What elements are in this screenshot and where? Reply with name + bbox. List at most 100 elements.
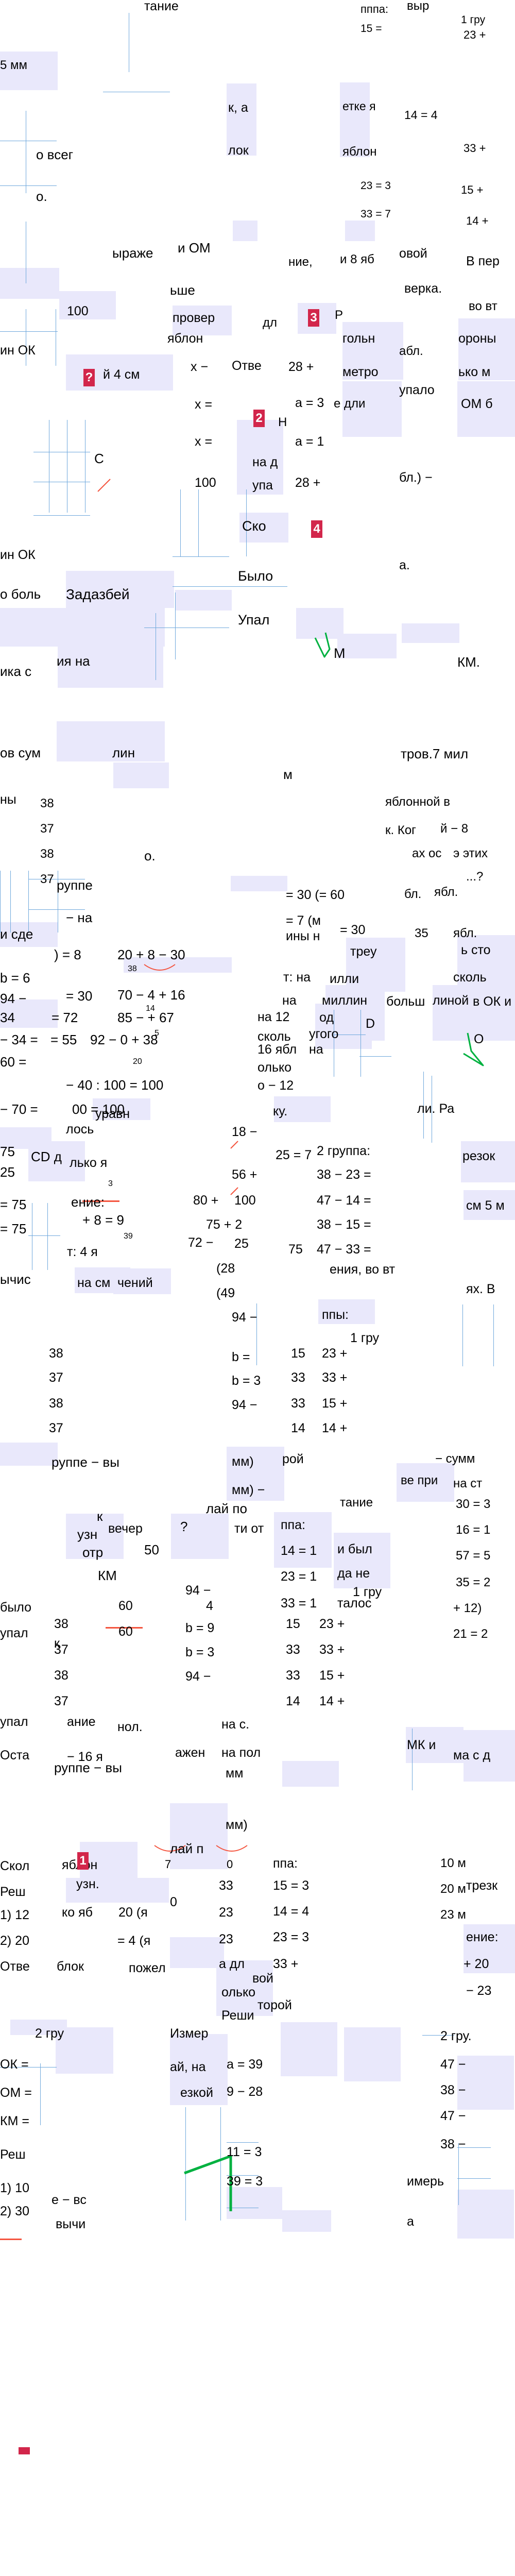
text-fragment: КМ <box>98 1568 117 1583</box>
task-number-badge[interactable]: 2 <box>253 410 265 427</box>
text-fragment: 25 <box>0 1164 15 1180</box>
text-fragment: 1 гру <box>461 14 486 26</box>
text-fragment: 38 <box>54 1668 68 1683</box>
text-fragment: дл <box>263 316 278 330</box>
text-fragment: 47 − <box>440 2109 466 2123</box>
text-fragment: Реш <box>0 1885 26 1899</box>
highlight-box <box>464 1730 515 1782</box>
highlight-box <box>66 1514 124 1559</box>
task-number-badge[interactable] <box>19 2447 30 2454</box>
text-fragment: 30 = 3 <box>456 1497 491 1511</box>
highlight-box <box>464 1190 515 1220</box>
highlight-box <box>464 1924 515 1973</box>
text-fragment: ения, во вт <box>330 1262 396 1277</box>
red-pen-underline <box>82 1200 119 1202</box>
text-fragment: 10 м <box>440 1856 466 1870</box>
text-fragment: 28 + <box>295 476 321 490</box>
text-fragment: 75 + 2 <box>206 1217 243 1232</box>
grid-line-vertical <box>412 1728 413 1790</box>
task-number-badge[interactable]: 1 <box>77 1852 89 1870</box>
text-fragment: мм) <box>232 1454 254 1469</box>
highlight-box <box>0 52 58 90</box>
text-fragment: 94 − <box>185 1583 211 1598</box>
highlight-box <box>402 623 459 643</box>
text-fragment: 14 = 4 <box>404 108 438 122</box>
grid-line-horizontal <box>201 586 287 587</box>
text-fragment: М <box>334 646 346 661</box>
text-fragment: ов сум <box>0 745 41 760</box>
text-fragment: 75 <box>288 1242 303 1257</box>
text-fragment: й − 8 <box>440 822 469 836</box>
highlight-box <box>344 2027 401 2081</box>
text-fragment: − 40 : 100 = 100 <box>66 1077 164 1093</box>
text-fragment: 1 гру <box>353 1585 382 1599</box>
text-fragment: бл. <box>404 887 422 901</box>
text-fragment: Реши <box>221 2008 254 2023</box>
highlight-box <box>345 221 375 241</box>
text-fragment: о − 12 <box>258 1078 294 1093</box>
highlight-box <box>171 1514 229 1559</box>
grid-line-vertical <box>40 2063 41 2125</box>
highlight-box <box>233 221 258 241</box>
text-fragment: ти от <box>234 1521 264 1536</box>
text-fragment: 16 ябл <box>258 1042 297 1057</box>
text-fragment: на 12 <box>258 1010 290 1024</box>
text-fragment: руппе − вы <box>54 1760 122 1775</box>
text-fragment: рой <box>282 1452 304 1466</box>
highlight-box <box>340 82 370 157</box>
text-fragment: и ОМ <box>178 240 211 256</box>
red-pen-underline <box>106 1627 143 1629</box>
text-fragment: 14 <box>286 1694 300 1708</box>
text-fragment: 15 = 3 <box>273 1878 310 1893</box>
text-fragment: 23 = 3 <box>360 180 391 192</box>
text-fragment: чений <box>117 1276 153 1290</box>
text-fragment: езкой <box>180 2086 213 2100</box>
text-fragment: выр <box>407 0 430 13</box>
text-fragment: ь сто <box>461 943 491 957</box>
text-fragment: 16 = 1 <box>456 1523 491 1537</box>
highlight-box <box>457 381 515 437</box>
text-fragment: D <box>366 1016 375 1031</box>
text-fragment: о. <box>36 189 47 204</box>
text-fragment: 47 − <box>440 2057 466 2072</box>
text-fragment: х = <box>195 397 213 412</box>
text-fragment: b = 3 <box>232 1374 261 1388</box>
text-fragment: ОМ б <box>461 397 493 411</box>
text-fragment: b = 6 <box>0 970 30 986</box>
text-fragment: − на <box>66 910 93 925</box>
text-fragment: + 12) <box>453 1601 482 1615</box>
text-fragment: + 20 <box>464 1957 489 1971</box>
text-fragment: 33 + <box>273 1957 299 1971</box>
text-fragment: 23 + <box>464 28 486 41</box>
text-fragment: угого <box>309 1027 339 1041</box>
text-fragment: 20 + 8 − 30 <box>117 947 185 962</box>
highlight-box <box>433 985 515 1041</box>
highlight-box <box>239 513 288 543</box>
text-fragment: нол. <box>117 1720 143 1734</box>
highlight-box <box>58 644 163 688</box>
highlight-box <box>346 938 405 992</box>
text-fragment: абл. <box>399 344 423 358</box>
highlight-box <box>334 1533 390 1588</box>
text-fragment: 35 = 2 <box>456 1575 491 1589</box>
task-number-badge[interactable]: ? <box>83 369 95 386</box>
task-number-badge[interactable]: 3 <box>308 309 319 327</box>
text-fragment: торой <box>258 1998 292 2012</box>
text-fragment: b = <box>232 1350 250 1364</box>
text-fragment: − 23 <box>466 1984 492 1998</box>
grid-line-vertical <box>458 2143 459 2205</box>
red-pen-arc <box>144 964 176 971</box>
text-fragment: лько я <box>70 1156 108 1170</box>
text-fragment: яблон <box>342 145 377 159</box>
text-fragment: 38 <box>128 964 137 973</box>
highlight-box <box>56 2027 113 2074</box>
text-fragment: 2) 30 <box>0 2204 29 2218</box>
task-number-badge[interactable]: 4 <box>311 520 322 538</box>
text-fragment: упало <box>399 383 435 397</box>
text-fragment: 47 − 14 = <box>317 1193 371 1208</box>
text-fragment: 33 <box>291 1396 305 1411</box>
grid-line-horizontal <box>33 515 90 516</box>
highlight-box <box>0 1443 58 1466</box>
text-fragment: 1) 12 <box>0 1908 29 1922</box>
